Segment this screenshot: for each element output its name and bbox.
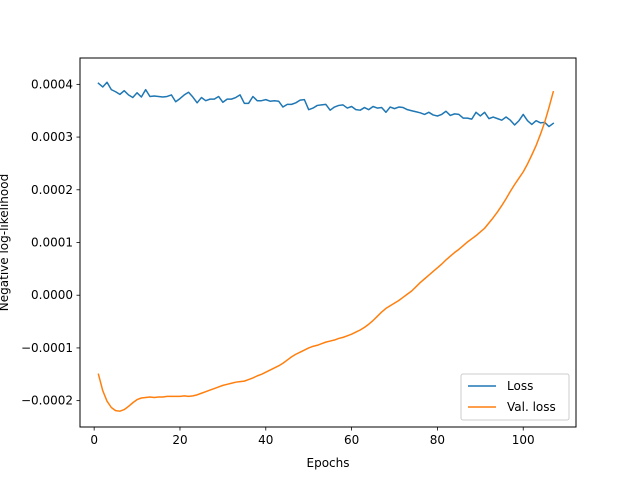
- plot-frame: [79, 57, 577, 428]
- legend: Loss Val. loss: [460, 373, 570, 421]
- y-tick-label: 0.0003: [31, 130, 73, 144]
- x-tick-label: 20: [172, 433, 187, 447]
- y-tick-label: 0.0004: [31, 77, 73, 91]
- legend-label-loss: Loss: [507, 379, 533, 393]
- y-tick-label: −0.0002: [21, 394, 73, 408]
- series-line-val-loss: [97, 90, 555, 412]
- x-tick-label: 100: [512, 433, 535, 447]
- y-axis-label: Negative log-likelihood: [0, 174, 11, 311]
- x-axis-label: Epochs: [307, 456, 350, 470]
- x-axis-ticks: 0 20 40 60 80 100: [90, 427, 535, 447]
- x-tick-label: 80: [430, 433, 445, 447]
- series-line-loss: [97, 81, 555, 128]
- y-tick-label: 0.0000: [31, 288, 73, 302]
- y-axis-ticks: −0.0002 −0.0001 0.0000 0.0001 0.0002 0.0003 0.…: [21, 77, 80, 408]
- plot-lines: [97, 81, 555, 412]
- legend-label-val-loss: Val. loss: [507, 400, 556, 414]
- x-tick-label: 0: [90, 433, 98, 447]
- x-tick-label: 60: [344, 433, 359, 447]
- y-tick-label: 0.0001: [31, 236, 73, 250]
- y-tick-label: −0.0001: [21, 341, 73, 355]
- y-tick-label: 0.0002: [31, 183, 73, 197]
- x-tick-label: 40: [258, 433, 273, 447]
